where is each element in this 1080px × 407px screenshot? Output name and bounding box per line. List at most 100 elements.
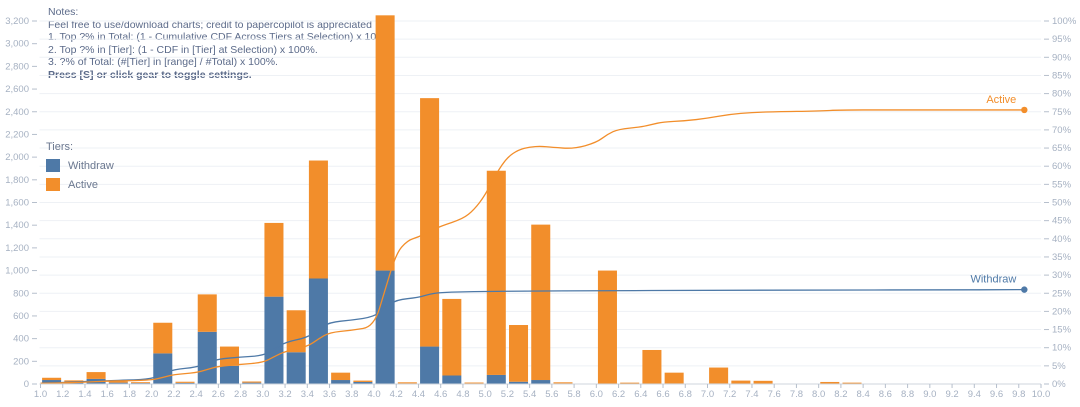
tick-label: 8.2 — [834, 389, 847, 400]
tick-label: 4.0 — [367, 389, 380, 400]
tick-label: 8.8 — [901, 389, 914, 400]
active-bar[interactable] — [753, 380, 773, 384]
tick-label: 50% — [1052, 198, 1072, 209]
active-bar[interactable] — [153, 322, 173, 354]
withdraw-bar[interactable] — [331, 380, 351, 384]
tick-label: 8.6 — [879, 389, 892, 400]
active-bar[interactable] — [531, 224, 551, 381]
withdraw-bar[interactable] — [108, 382, 128, 384]
legend-item-label: Active — [68, 178, 98, 191]
active-bar[interactable] — [709, 367, 729, 384]
withdraw-bar[interactable] — [264, 296, 284, 384]
active-bar[interactable] — [464, 382, 484, 384]
active-bar[interactable] — [731, 380, 751, 384]
active-bar[interactable] — [597, 270, 617, 384]
active-bar[interactable] — [375, 15, 395, 271]
active-line-end-dot — [1021, 106, 1028, 114]
tick-label: 55% — [1052, 179, 1072, 190]
tick-label: 9.4 — [968, 389, 981, 400]
tick-label: 8.0 — [812, 389, 825, 400]
active-bar[interactable] — [64, 380, 84, 382]
tick-label: 65% — [1052, 143, 1072, 154]
withdraw-bar[interactable] — [42, 380, 62, 384]
active-bar[interactable] — [331, 372, 351, 381]
tick-label: 5.2 — [501, 389, 514, 400]
tick-label: 4.4 — [412, 389, 425, 400]
active-bar[interactable] — [442, 298, 462, 376]
withdraw-bar[interactable] — [219, 365, 239, 384]
chart-legend: Tiers: Withdraw Active — [46, 141, 114, 197]
tick-label: 2,000 — [5, 152, 29, 163]
active-bar[interactable] — [553, 382, 573, 384]
withdraw-bar[interactable] — [531, 380, 551, 384]
active-bar[interactable] — [219, 346, 239, 366]
legend-item-withdraw[interactable]: Withdraw — [46, 159, 114, 172]
active-cdf-line[interactable] — [40, 109, 1025, 384]
tick-label: 1,600 — [5, 198, 29, 209]
active-bar[interactable] — [620, 382, 640, 384]
tick-label: 0% — [1052, 379, 1066, 390]
withdraw-bar[interactable] — [197, 331, 217, 384]
active-bar[interactable] — [197, 294, 217, 332]
tick-label: 9.6 — [990, 389, 1003, 400]
tick-label: 5.8 — [567, 389, 580, 400]
active-bar[interactable] — [397, 382, 417, 384]
active-bar[interactable] — [286, 310, 306, 353]
tick-label: 5% — [1052, 361, 1066, 372]
active-line-label: Active — [986, 94, 1016, 106]
tick-label: 1.0 — [34, 389, 47, 400]
withdraw-bar[interactable] — [486, 374, 506, 384]
active-bar[interactable] — [842, 382, 862, 384]
withdraw-bar[interactable] — [442, 375, 462, 384]
withdraw-cdf-line[interactable] — [40, 288, 1025, 384]
notes-line: 2. Top ?% in [Tier]: (1 - CDF in [Tier] … — [48, 43, 318, 56]
active-bar[interactable] — [308, 160, 328, 279]
tick-label: 30% — [1052, 270, 1072, 281]
withdraw-bar[interactable] — [509, 381, 529, 384]
tick-label: 4.8 — [456, 389, 469, 400]
tick-label: 6.6 — [656, 389, 669, 400]
legend-item-active[interactable]: Active — [46, 178, 114, 191]
tick-label: 2,400 — [5, 107, 29, 118]
active-bar[interactable] — [264, 222, 284, 297]
withdraw-bar[interactable] — [308, 278, 328, 384]
active-bar[interactable] — [86, 372, 106, 379]
active-bar[interactable] — [42, 377, 62, 381]
tick-label: 10.0 — [1032, 389, 1051, 400]
tick-label: 45% — [1052, 216, 1072, 227]
tick-label: 1.6 — [101, 389, 114, 400]
tick-label: 0 — [24, 379, 29, 390]
active-bar[interactable] — [486, 170, 506, 375]
tick-label: 2.8 — [234, 389, 247, 400]
tick-label: 4.6 — [434, 389, 447, 400]
tick-label: 1,000 — [5, 266, 29, 277]
tick-label: 2,200 — [5, 129, 29, 140]
tick-label: 1.4 — [78, 389, 91, 400]
withdraw-bar[interactable] — [242, 382, 262, 384]
active-bar[interactable] — [131, 382, 151, 384]
tick-label: 20% — [1052, 306, 1072, 317]
tick-label: 1.2 — [56, 389, 69, 400]
active-bar[interactable] — [108, 381, 128, 383]
tick-label: 5.4 — [523, 389, 536, 400]
active-bar[interactable] — [242, 381, 262, 383]
active-bar[interactable] — [642, 349, 662, 384]
withdraw-bar[interactable] — [175, 382, 195, 384]
tick-label: 35% — [1052, 252, 1072, 263]
active-bar[interactable] — [820, 381, 840, 384]
active-bar[interactable] — [664, 372, 684, 384]
withdraw-bar[interactable] — [420, 346, 440, 384]
active-bar[interactable] — [353, 380, 373, 382]
withdraw-bar[interactable] — [286, 352, 306, 384]
active-bar[interactable] — [175, 381, 195, 383]
notes-line: 1. Top ?% in Total: (1 - Cumulative CDF … — [48, 31, 395, 44]
withdraw-bar[interactable] — [375, 270, 395, 384]
active-bar[interactable] — [509, 325, 529, 382]
tick-label: 6.4 — [634, 389, 647, 400]
tick-label: 1.8 — [123, 389, 136, 400]
tick-label: 15% — [1052, 325, 1072, 336]
active-bar[interactable] — [420, 98, 440, 347]
withdraw-bar[interactable] — [353, 381, 373, 384]
